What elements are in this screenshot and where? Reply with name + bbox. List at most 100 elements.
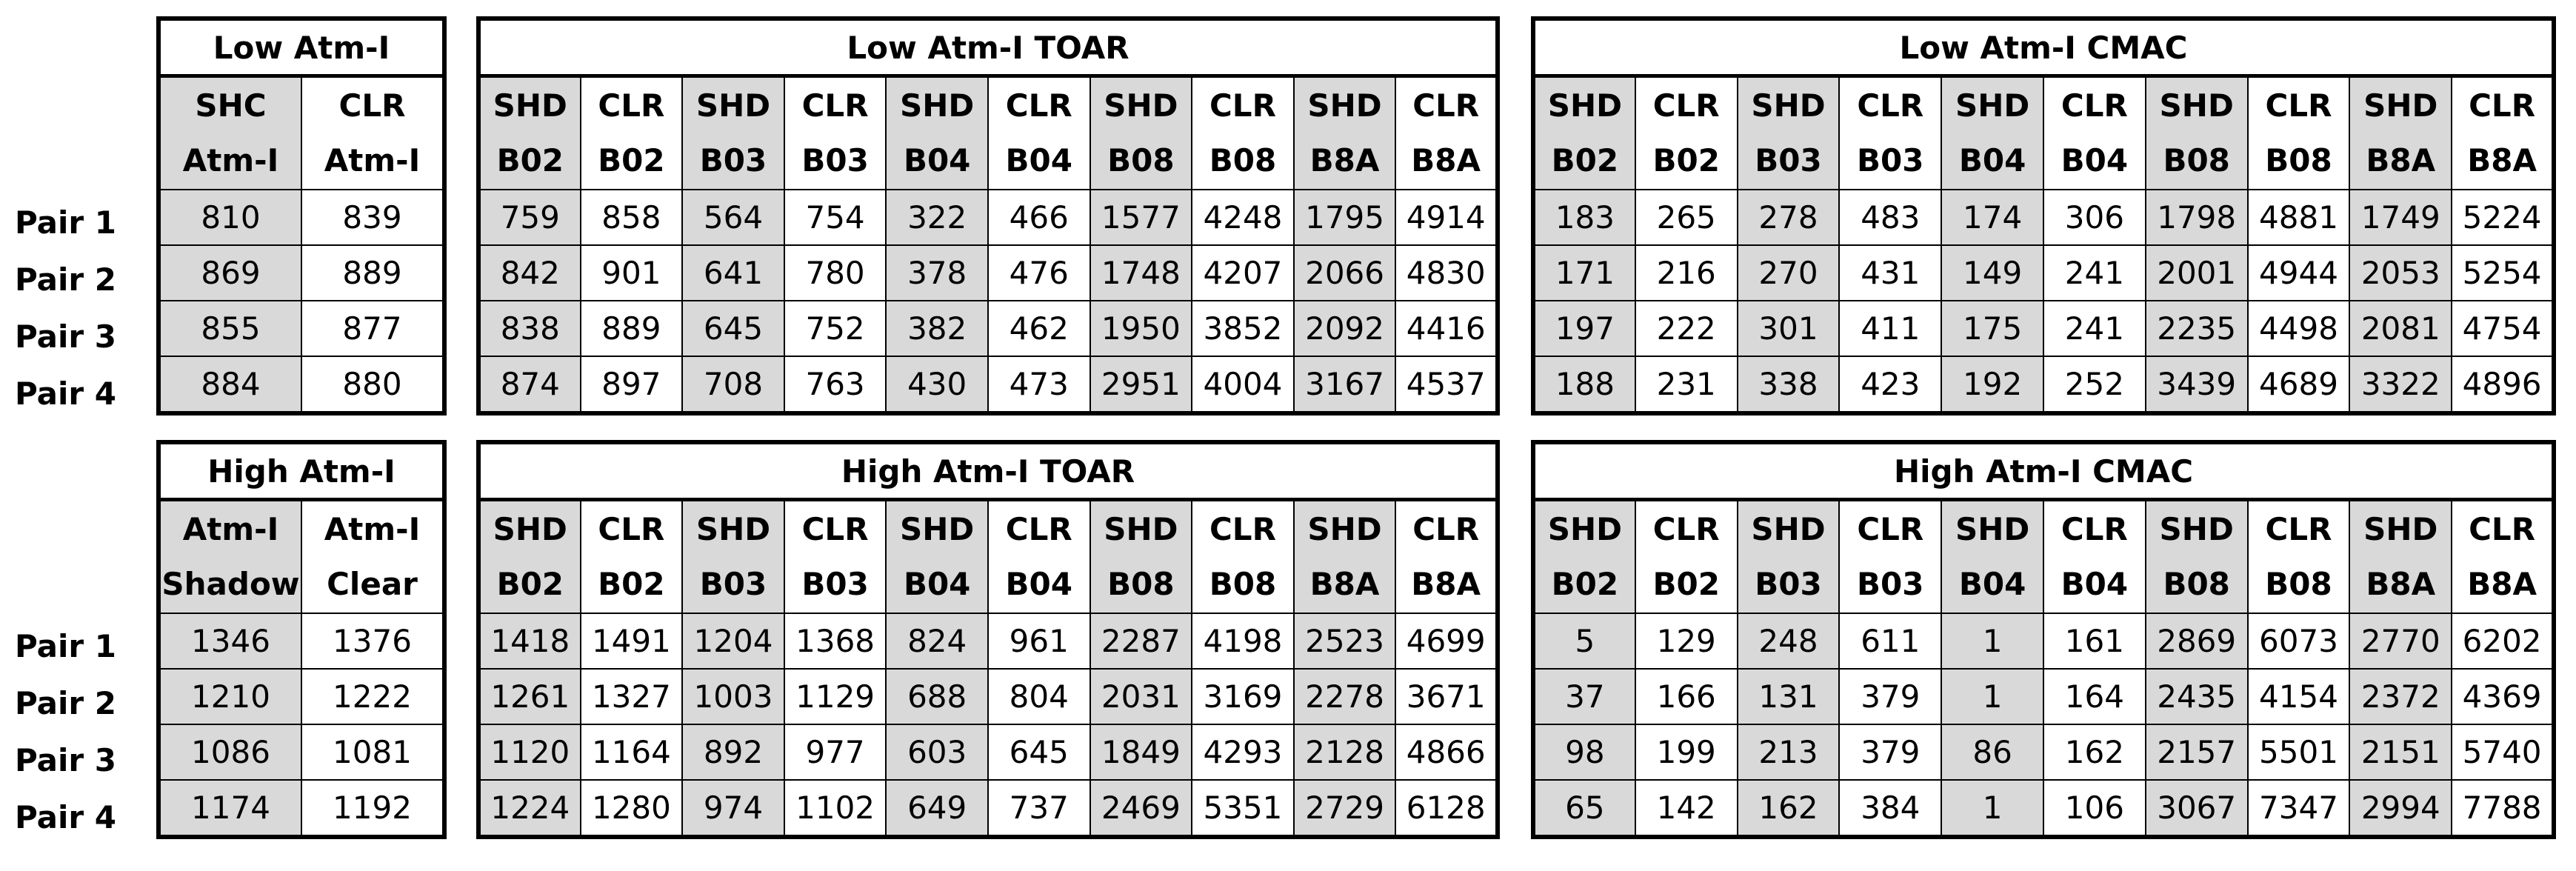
header-line: SHD bbox=[2159, 511, 2234, 547]
cell: 241 bbox=[2042, 300, 2146, 357]
cell: 5351 bbox=[1191, 779, 1295, 838]
cell: 2994 bbox=[2349, 779, 2453, 838]
cell: 430 bbox=[885, 356, 989, 414]
cell: 839 bbox=[301, 189, 445, 246]
header-line: B03 bbox=[801, 142, 869, 178]
column-header: CLR B8A bbox=[1395, 498, 1498, 614]
cell: 974 bbox=[681, 779, 785, 838]
header-line: SHD bbox=[493, 87, 567, 124]
column-header: CLR B03 bbox=[783, 75, 887, 190]
cell: 810 bbox=[158, 189, 302, 246]
header-row: SHD B02 CLR B02 SHD B03 CLR B03 SHD B04 CLR B04 SHD B… bbox=[1532, 498, 2555, 614]
cell: 1 bbox=[1941, 668, 2044, 725]
data-row: 1210 1222 bbox=[158, 668, 445, 725]
cell: 1222 bbox=[301, 668, 445, 725]
data-row: 1174 1192 bbox=[158, 779, 445, 838]
cell: 1224 bbox=[478, 779, 581, 838]
header-line: B02 bbox=[1551, 142, 1619, 178]
column-header: CLR B08 bbox=[1191, 75, 1295, 190]
cell: 5740 bbox=[2451, 724, 2555, 781]
header-line: Shadow bbox=[161, 566, 300, 602]
cell: 3067 bbox=[2144, 779, 2249, 838]
title-row: High Atm-I CMAC bbox=[1532, 441, 2555, 501]
data-row: 1418 1491 1204 1368 824 961 2287 4198 2523 4699 bbox=[478, 613, 1498, 670]
cell: 961 bbox=[987, 613, 1091, 670]
cell: 7347 bbox=[2246, 779, 2351, 838]
row-label: Pair 2 bbox=[15, 261, 116, 298]
cell: 4537 bbox=[1395, 356, 1498, 414]
cell: 1748 bbox=[1089, 244, 1193, 301]
header-line: B08 bbox=[2163, 566, 2230, 602]
header-line: SHD bbox=[2363, 87, 2438, 124]
column-header: CLR B08 bbox=[2246, 498, 2351, 614]
cell: 5501 bbox=[2246, 724, 2351, 781]
cell: 4004 bbox=[1191, 356, 1295, 414]
cell: 197 bbox=[1532, 300, 1636, 357]
table-title: High Atm-I CMAC bbox=[1532, 441, 2555, 501]
cell: 379 bbox=[1838, 668, 1943, 725]
cell: 688 bbox=[885, 668, 989, 725]
cell: 65 bbox=[1532, 779, 1636, 838]
header-line: SHD bbox=[1307, 87, 1382, 124]
header-line: B08 bbox=[2265, 566, 2332, 602]
cell: 1204 bbox=[681, 613, 785, 670]
header-line: B8A bbox=[2366, 566, 2436, 602]
cell: 2869 bbox=[2144, 613, 2249, 670]
cell: 645 bbox=[987, 724, 1091, 781]
column-header: CLR Atm-I bbox=[301, 75, 445, 190]
cell: 3169 bbox=[1191, 668, 1295, 725]
cell: 4293 bbox=[1191, 724, 1295, 781]
cell: 708 bbox=[681, 356, 785, 414]
cell: 4866 bbox=[1395, 724, 1498, 781]
cell: 183 bbox=[1532, 189, 1636, 246]
column-header: CLR B8A bbox=[1395, 75, 1498, 190]
header-line: B02 bbox=[598, 566, 665, 602]
data-table: High Atm-I CMAC SHD B02 CLR B02 SHD B03 CLR B03 S… bbox=[1531, 440, 2556, 839]
header-line: SHD bbox=[1104, 511, 1178, 547]
cell: 2770 bbox=[2349, 613, 2453, 670]
cell: 86 bbox=[1941, 724, 2044, 781]
column-header: CLR B03 bbox=[1838, 75, 1943, 190]
header-line: B03 bbox=[1755, 566, 1822, 602]
table-title: Low Atm-I TOAR bbox=[478, 18, 1498, 78]
cell: 855 bbox=[158, 300, 302, 357]
cell: 1129 bbox=[783, 668, 887, 725]
cell: 231 bbox=[1634, 356, 1738, 414]
cell: 842 bbox=[478, 244, 581, 301]
data-table: High Atm-I TOAR SHD B02 CLR B02 SHD B03 CLR B03 S… bbox=[476, 440, 1500, 839]
table-title: High Atm-I TOAR bbox=[478, 441, 1498, 501]
row-label: Pair 4 bbox=[15, 376, 116, 412]
header-line: CLR bbox=[1412, 511, 1480, 547]
cell: 162 bbox=[2042, 724, 2146, 781]
cell: 780 bbox=[783, 244, 887, 301]
cell: 1 bbox=[1941, 613, 2044, 670]
column-header: CLR B04 bbox=[2042, 75, 2146, 190]
cell: 6073 bbox=[2246, 613, 2351, 670]
cell: 645 bbox=[681, 300, 785, 357]
cell: 2372 bbox=[2349, 668, 2453, 725]
header-line: CLR bbox=[1005, 87, 1072, 124]
header-row: Atm-I Shadow Atm-I Clear bbox=[158, 498, 445, 614]
cell: 7788 bbox=[2451, 779, 2555, 838]
cell: 411 bbox=[1838, 300, 1943, 357]
data-table: Low Atm-I TOAR SHD B02 CLR B02 SHD B03 CLR B03 SH… bbox=[476, 16, 1500, 416]
header-line: CLR bbox=[338, 87, 406, 124]
cell: 4830 bbox=[1395, 244, 1498, 301]
data-row: 1120 1164 892 977 603 645 1849 4293 2128 4866 bbox=[478, 724, 1498, 781]
cell: 889 bbox=[301, 244, 445, 301]
cell: 1950 bbox=[1089, 300, 1193, 357]
header-line: B02 bbox=[1652, 142, 1720, 178]
header-line: B03 bbox=[699, 142, 767, 178]
header-line: B8A bbox=[2467, 566, 2537, 602]
cell: 2235 bbox=[2144, 300, 2249, 357]
column-header: CLR B8A bbox=[2451, 75, 2555, 190]
column-header: SHD B03 bbox=[681, 498, 785, 614]
cell: 338 bbox=[1736, 356, 1841, 414]
column-header: SHD B04 bbox=[885, 498, 989, 614]
column-header: CLR B02 bbox=[579, 75, 684, 190]
header-line: CLR bbox=[1652, 511, 1720, 547]
data-row: 1261 1327 1003 1129 688 804 2031 3169 2278 3671 bbox=[478, 668, 1498, 725]
cell: 174 bbox=[1941, 189, 2044, 246]
column-header: SHD B02 bbox=[1532, 498, 1636, 614]
header-line: SHD bbox=[900, 87, 975, 124]
